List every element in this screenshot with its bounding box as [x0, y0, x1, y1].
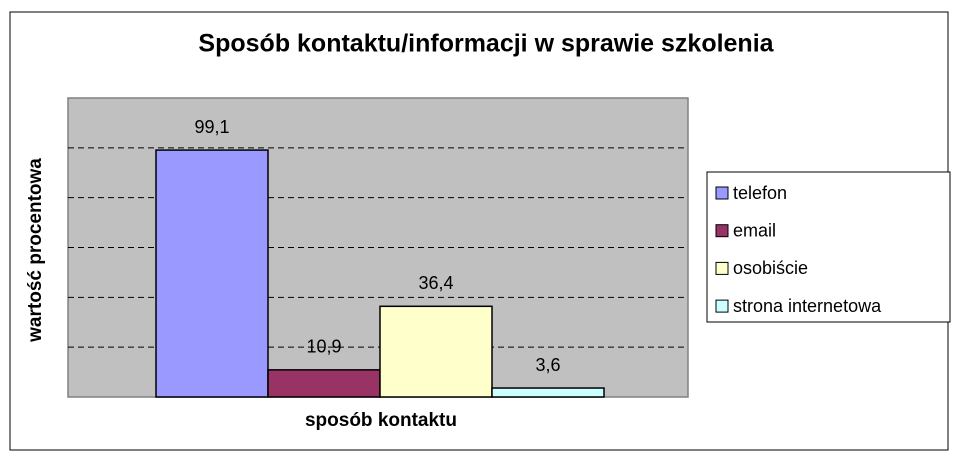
- value-label: 99,1: [194, 117, 229, 137]
- bar: [267, 369, 381, 398]
- legend-swatch: [715, 299, 729, 313]
- legend-label: osobiście: [733, 258, 808, 278]
- bar: [155, 149, 269, 398]
- y-axis-label: wartość procentowa: [25, 158, 46, 343]
- legend-swatch: [715, 261, 729, 275]
- value-label: 10,9: [306, 337, 341, 357]
- legend-box: [706, 171, 951, 323]
- value-label: 3,6: [535, 355, 560, 375]
- legend-swatch: [715, 186, 729, 200]
- chart-title: Sposób kontaktu/informacji w sprawie szk…: [198, 30, 774, 58]
- x-axis-label: sposób kontaktu: [305, 410, 457, 431]
- legend-label: email: [733, 220, 776, 240]
- legend-label: strona internetowa: [733, 296, 882, 316]
- legend-label: telefon: [733, 183, 787, 203]
- value-label: 36,4: [418, 273, 453, 293]
- bar: [379, 305, 493, 398]
- legend-swatch: [715, 224, 729, 238]
- bar: [491, 387, 605, 398]
